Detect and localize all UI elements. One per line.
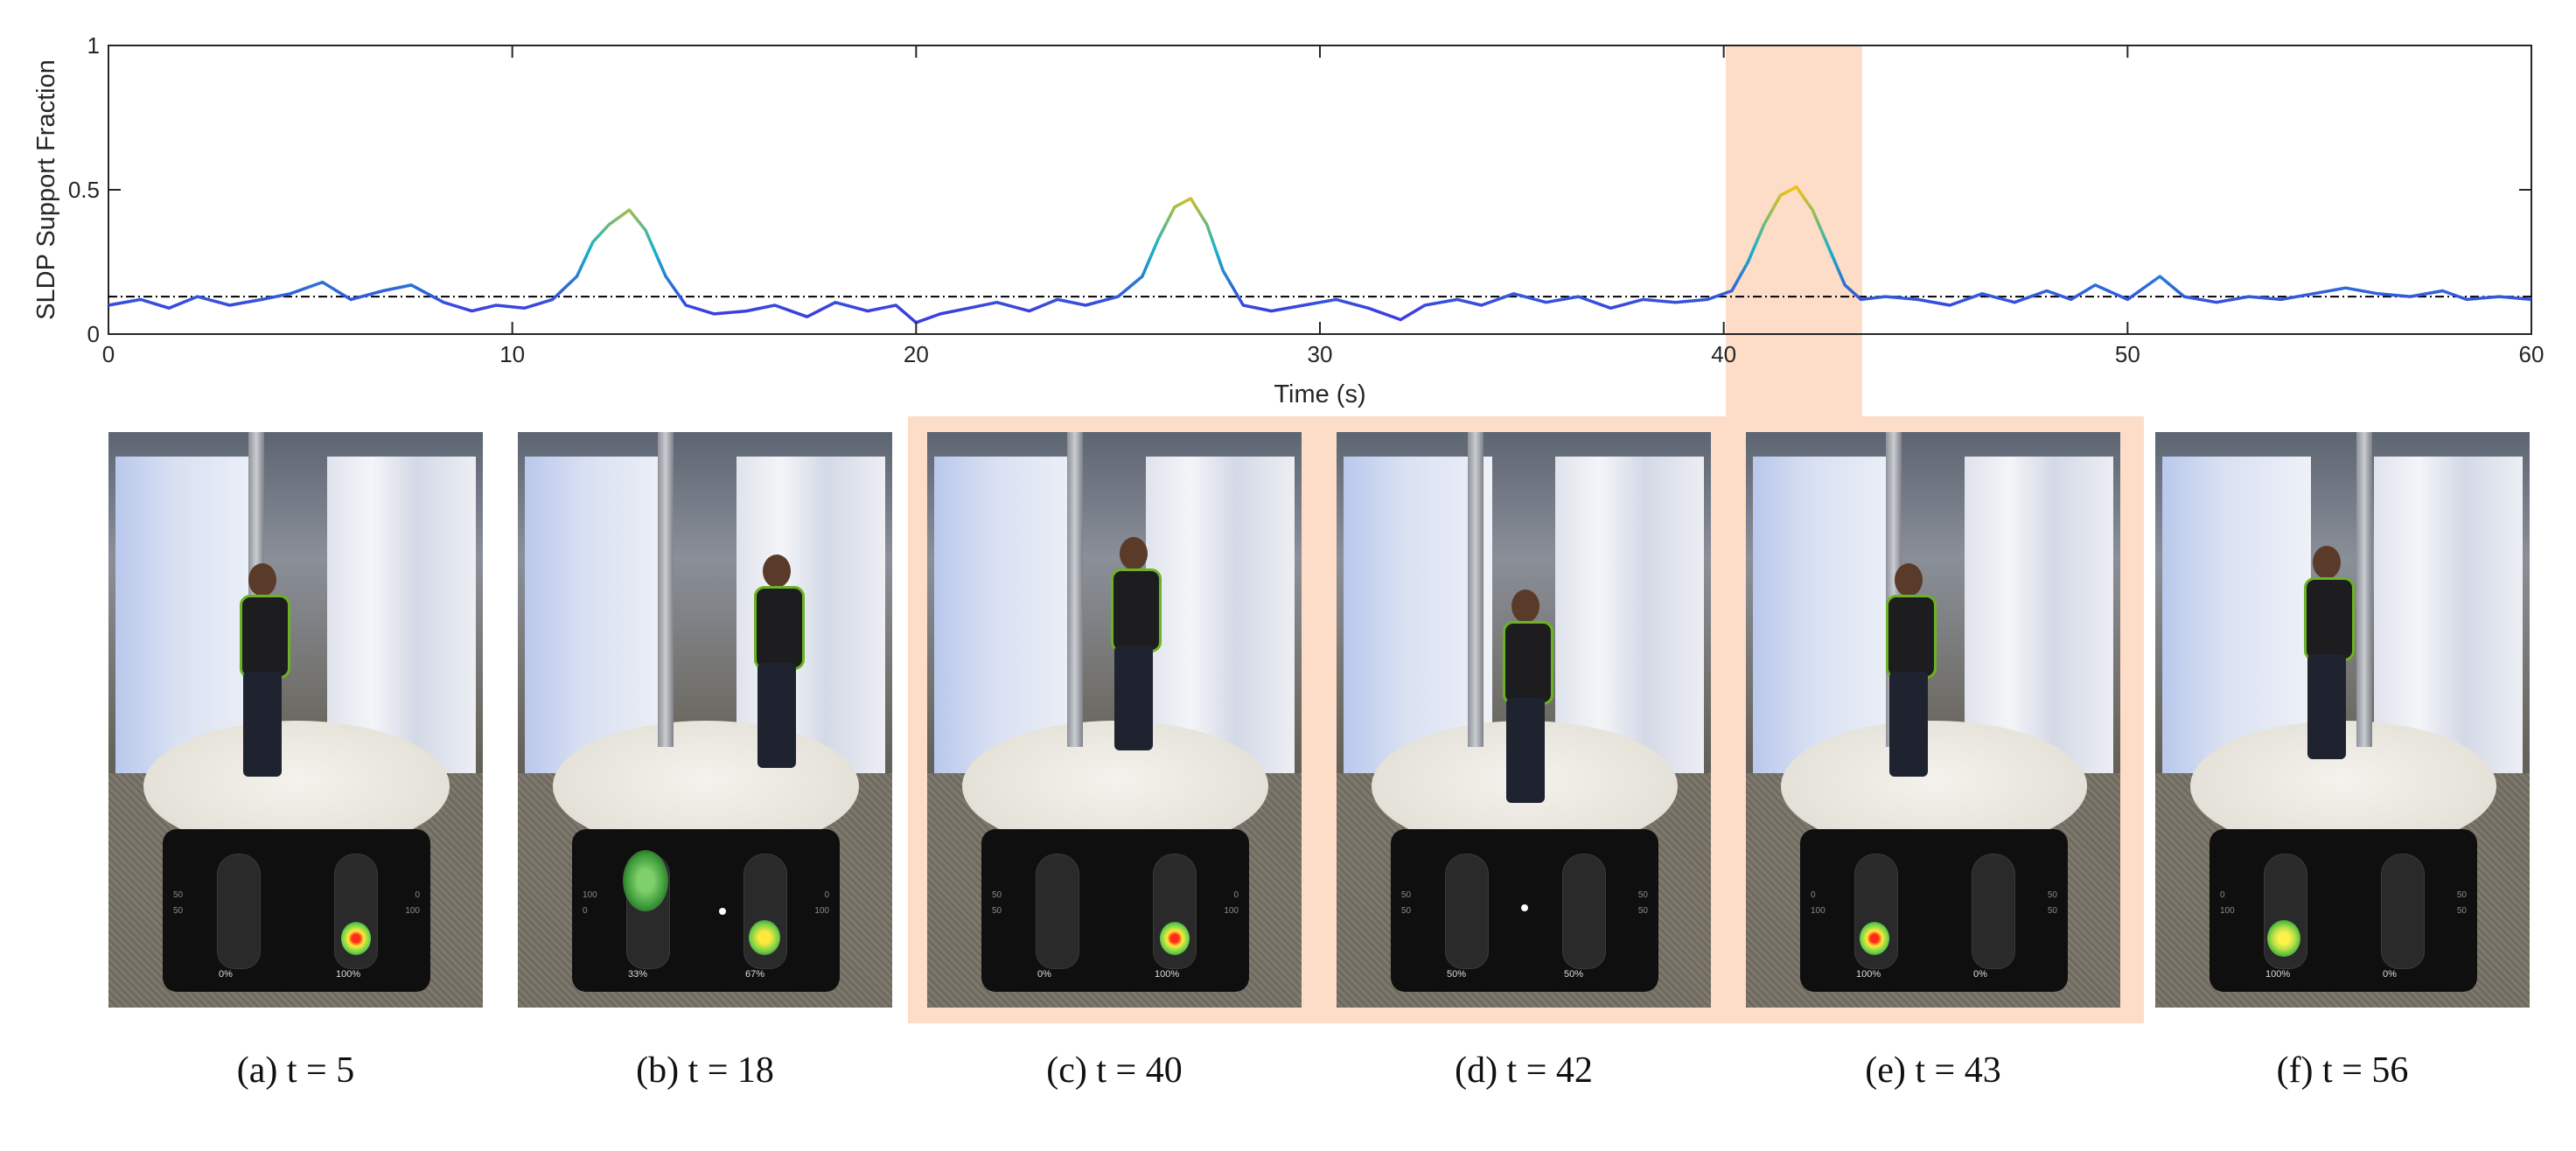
y-axis-ticks: 00.51 (68, 32, 2531, 347)
foot-pressure-overlay: 50 50 50 50 50% 50% (1391, 829, 1658, 992)
caption-c: (c) t = 40 (1046, 1050, 1183, 1091)
scale-left-top: 0 (2220, 890, 2225, 900)
right-percent: 0% (1973, 969, 1987, 980)
pressure-blob (1160, 922, 1190, 955)
x-tick-label: 40 (1711, 341, 1736, 367)
foot-pressure-overlay: 0 100 50 50 100% 0% (2209, 829, 2477, 992)
scale-left-top: 50 (992, 890, 1002, 900)
right-foot (1972, 854, 2015, 969)
x-tick-label: 0 (102, 341, 115, 367)
foot-pressure-overlay: 0 100 50 50 100% 0% (1800, 829, 2068, 992)
scale-left-bottom: 50 (1401, 906, 1412, 916)
person (1494, 589, 1555, 808)
caption-b: (b) t = 18 (636, 1050, 774, 1091)
scale-right-bottom: 50 (1637, 906, 1648, 916)
caption-f: (f) t = 56 (2276, 1050, 2409, 1091)
left-percent: 0% (219, 969, 233, 980)
y-tick-label: 0.5 (68, 177, 100, 203)
support-frame (658, 432, 674, 747)
x-tick-label: 60 (2519, 341, 2545, 367)
caption-e: (e) t = 43 (1865, 1050, 2001, 1091)
right-percent: 0% (2383, 969, 2397, 980)
series-line (108, 185, 2532, 324)
scale-right-bottom: 100 (814, 906, 829, 916)
support-frame (1067, 432, 1083, 747)
right-percent: 100% (336, 969, 361, 980)
foot-pressure-overlay: 100 0 0 100 33% 67% (572, 829, 840, 992)
left-foot (1036, 854, 1079, 969)
person (745, 555, 806, 773)
panel-b: 100 0 0 100 33% 67% (518, 432, 892, 1008)
support-frame (2356, 432, 2372, 747)
scale-right-bottom: 50 (2047, 906, 2057, 916)
caption-d: (d) t = 42 (1455, 1050, 1593, 1091)
scale-left-top: 50 (1401, 890, 1412, 900)
left-percent: 100% (2265, 969, 2291, 980)
pressure-blob (341, 922, 371, 955)
panel-e: 0 100 50 50 100% 0% (1746, 432, 2120, 1008)
panel-f: 0 100 50 50 100% 0% (2155, 432, 2530, 1008)
left-foot (217, 854, 261, 969)
scale-right-bottom: 100 (1224, 906, 1239, 916)
foot-pressure-overlay: 50 50 0 100 0% 100% (163, 829, 430, 992)
right-percent: 100% (1155, 969, 1180, 980)
scale-right-top: 0 (415, 890, 420, 900)
right-foot (1562, 854, 1606, 969)
scale-left-top: 100 (583, 890, 597, 900)
person (1102, 537, 1163, 756)
x-axis-ticks: 0 10 20 30 40 50 60 (102, 45, 2545, 367)
scale-left-bottom: 0 (583, 906, 588, 916)
left-percent: 33% (628, 969, 648, 980)
x-tick-label: 50 (2115, 341, 2140, 367)
scale-left-top: 50 (173, 890, 184, 900)
left-percent: 100% (1856, 969, 1881, 980)
foot-pressure-overlay: 50 50 0 100 0% 100% (981, 829, 1249, 992)
person (231, 563, 292, 782)
left-percent: 50% (1447, 969, 1467, 980)
caption-a: (a) t = 5 (236, 1050, 355, 1091)
right-percent: 50% (1564, 969, 1584, 980)
scale-left-bottom: 100 (2220, 906, 2235, 916)
panel-c: 50 50 0 100 0% 100% (927, 432, 1302, 1008)
y-axis-label: SLDP Support Fraction (32, 59, 60, 320)
y-tick-label: 0 (87, 321, 100, 347)
person (2295, 546, 2356, 764)
scale-left-bottom: 50 (992, 906, 1002, 916)
y-tick-label: 1 (87, 32, 100, 59)
scale-right-top: 0 (1233, 890, 1239, 900)
support-frame (1468, 432, 1483, 747)
panel-d: 50 50 50 50 50% 50% (1337, 432, 1711, 1008)
pressure-blob (623, 850, 668, 911)
pressure-blob (1860, 922, 1889, 955)
left-percent: 0% (1037, 969, 1051, 980)
scale-right-top: 0 (824, 890, 829, 900)
scale-right-top: 50 (2047, 890, 2057, 900)
plot-area-frame (108, 45, 2532, 335)
pressure-blob (749, 920, 780, 955)
scale-right-top: 50 (2456, 890, 2467, 900)
center-of-pressure-dot (719, 908, 726, 915)
support-fraction-chart: 0 10 20 30 40 50 60 00.51 Time (s) SLDP Suppor… (32, 32, 2545, 408)
right-foot (2381, 854, 2425, 969)
right-percent: 67% (745, 969, 765, 980)
x-tick-label: 10 (499, 341, 525, 367)
panel-a: 50 50 0 100 0% 100% (108, 432, 483, 1008)
scale-right-top: 50 (1637, 890, 1648, 900)
left-foot (1445, 854, 1489, 969)
scale-left-top: 0 (1811, 890, 1816, 900)
scale-right-bottom: 100 (405, 906, 420, 916)
x-axis-label: Time (s) (1274, 380, 1365, 408)
pressure-blob (2267, 920, 2300, 957)
x-tick-label: 30 (1308, 341, 1333, 367)
scale-right-bottom: 50 (2456, 906, 2467, 916)
center-of-pressure-dot (1521, 904, 1528, 911)
person (1877, 563, 1938, 782)
scale-left-bottom: 100 (1811, 906, 1826, 916)
highlight-time-band (1726, 45, 1862, 425)
x-tick-label: 20 (904, 341, 929, 367)
scale-left-bottom: 50 (173, 906, 184, 916)
